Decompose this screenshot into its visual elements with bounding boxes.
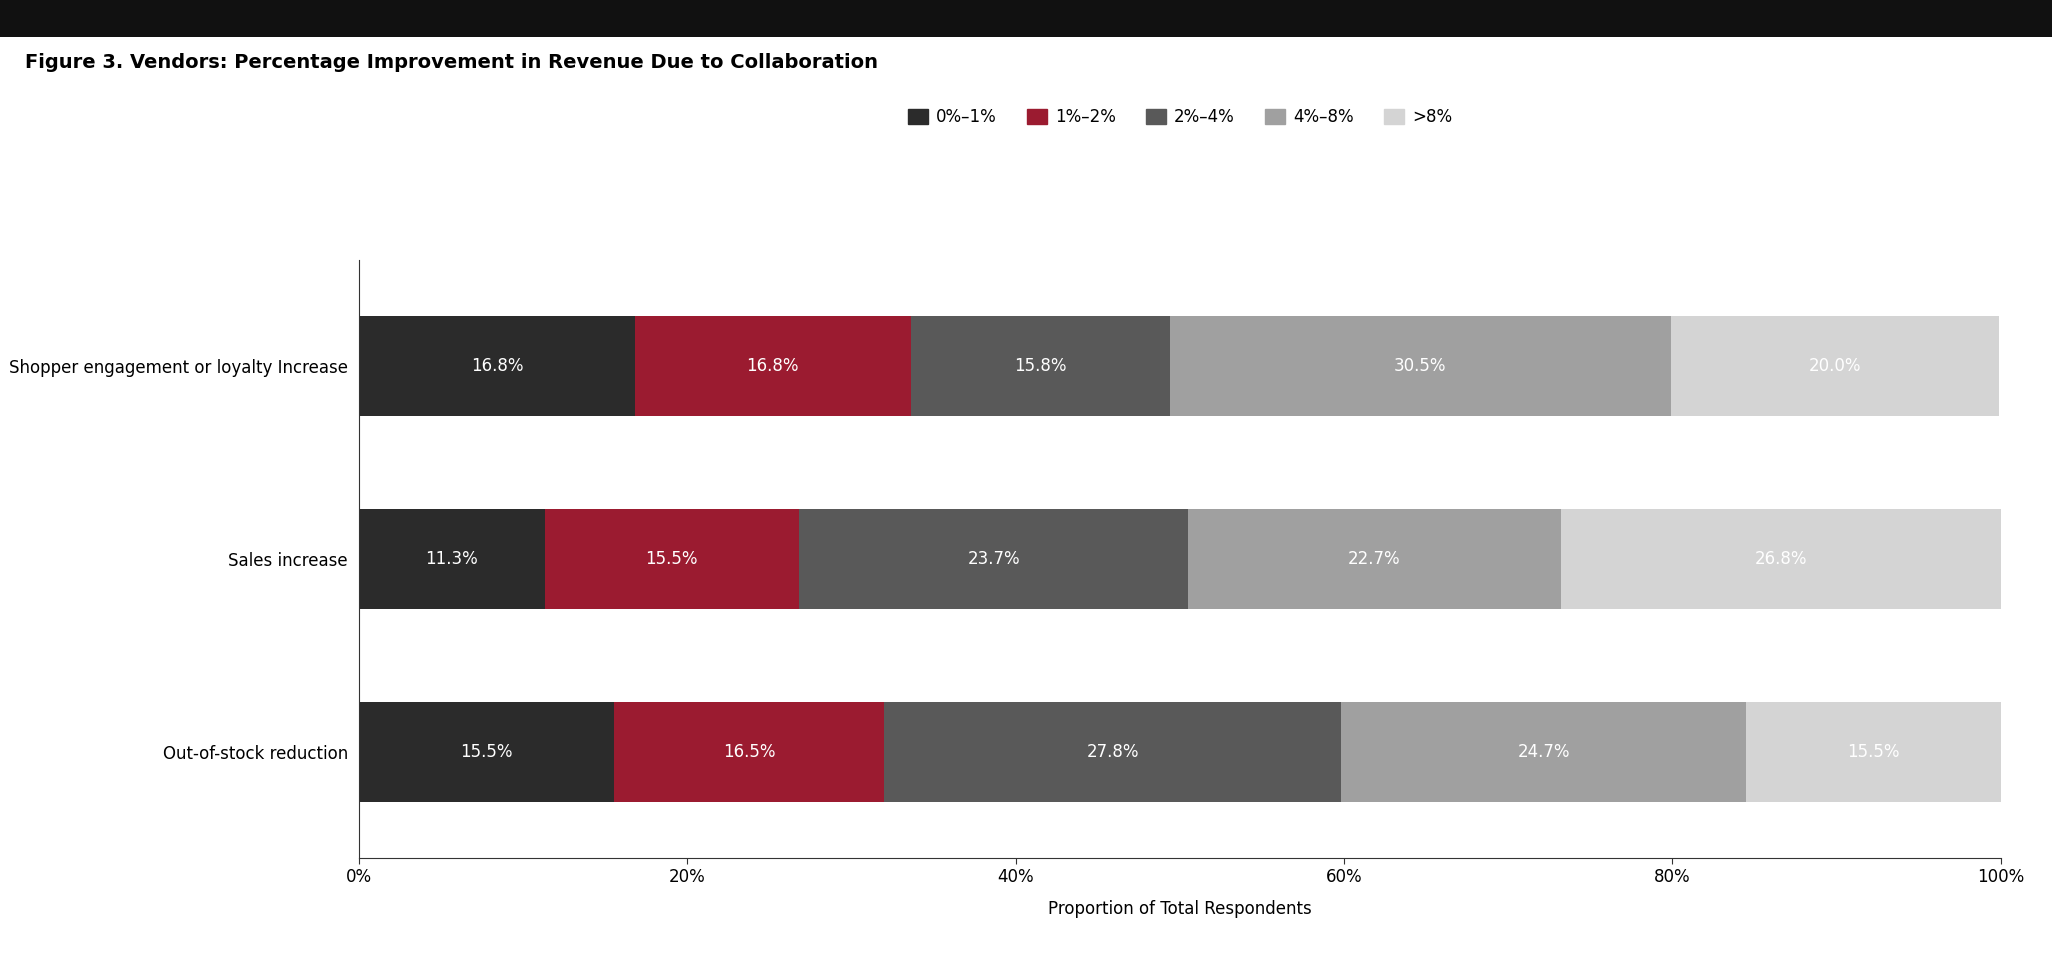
Bar: [359, 316, 634, 416]
Text: 15.5%: 15.5%: [1847, 743, 1900, 761]
Text: Figure 3. Vendors: Percentage Improvement in Revenue Due to Collaboration: Figure 3. Vendors: Percentage Improvemen…: [25, 53, 878, 72]
Text: 26.8%: 26.8%: [1754, 550, 1808, 568]
Bar: [798, 509, 1188, 609]
Bar: [884, 702, 1340, 802]
Text: 16.5%: 16.5%: [722, 743, 776, 761]
Text: 16.8%: 16.8%: [747, 358, 798, 375]
Bar: [1746, 702, 2001, 802]
Text: 16.8%: 16.8%: [470, 358, 523, 375]
Bar: [544, 509, 798, 609]
Legend: 0%–1%, 1%–2%, 2%–4%, 4%–8%, >8%: 0%–1%, 1%–2%, 2%–4%, 4%–8%, >8%: [901, 101, 1459, 133]
Text: 15.5%: 15.5%: [646, 550, 698, 568]
Bar: [359, 702, 614, 802]
Bar: [1340, 702, 1746, 802]
Text: 23.7%: 23.7%: [966, 550, 1020, 568]
Text: 20.0%: 20.0%: [1808, 358, 1861, 375]
Text: 30.5%: 30.5%: [1393, 358, 1447, 375]
Bar: [1562, 509, 2001, 609]
Text: 15.8%: 15.8%: [1014, 358, 1067, 375]
Bar: [911, 316, 1170, 416]
Text: 22.7%: 22.7%: [1348, 550, 1402, 568]
Bar: [634, 316, 911, 416]
Bar: [1670, 316, 1999, 416]
Text: 11.3%: 11.3%: [425, 550, 478, 568]
Text: 27.8%: 27.8%: [1086, 743, 1139, 761]
Text: 24.7%: 24.7%: [1516, 743, 1570, 761]
Bar: [614, 702, 884, 802]
Bar: [1170, 316, 1670, 416]
Bar: [359, 509, 544, 609]
Bar: [1188, 509, 1562, 609]
Text: 15.5%: 15.5%: [460, 743, 513, 761]
X-axis label: Proportion of Total Respondents: Proportion of Total Respondents: [1049, 900, 1311, 919]
